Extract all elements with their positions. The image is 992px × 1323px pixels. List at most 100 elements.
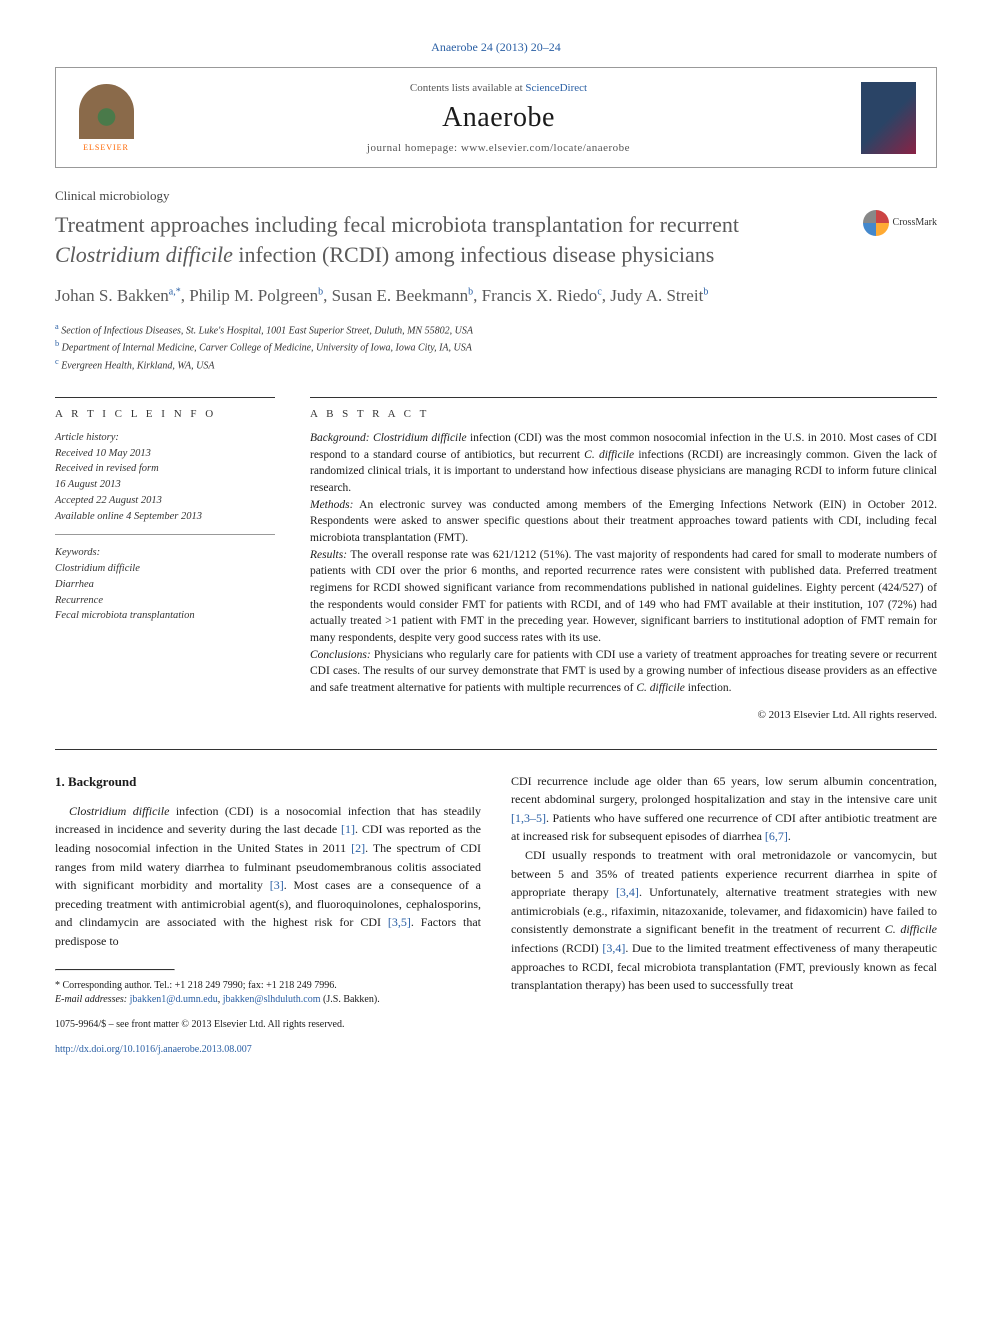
footnote-rule — [55, 969, 175, 971]
citation-ref[interactable]: [6,7] — [765, 829, 788, 843]
crossmark-icon — [863, 210, 889, 236]
doi-link[interactable]: http://dx.doi.org/10.1016/j.anaerobe.201… — [55, 1042, 481, 1058]
author-name: Johan S. Bakken — [55, 286, 169, 305]
history-revised-2: 16 August 2013 — [55, 477, 275, 493]
author-name: Judy A. Streit — [610, 286, 703, 305]
citation-ref[interactable]: [1] — [341, 822, 355, 836]
citation-ref[interactable]: [3,4] — [602, 941, 625, 955]
p1-em: Clostridium difficile — [69, 804, 169, 818]
author-name: Susan E. Beekmann — [332, 286, 468, 305]
keyword: Diarrhea — [55, 577, 275, 593]
title-post: infection (RCDI) among infectious diseas… — [233, 242, 714, 267]
affil-sup: b — [55, 339, 59, 348]
author-name: Francis X. Riedo — [482, 286, 598, 305]
elsevier-tree-icon — [79, 84, 134, 139]
section-tag: Clinical microbiology — [55, 188, 937, 204]
contents-line: Contents lists available at ScienceDirec… — [156, 82, 841, 94]
title-em: Clostridium difficile — [55, 242, 233, 267]
keyword: Recurrence — [55, 593, 275, 609]
author-sup: b — [703, 287, 708, 298]
crossmark-badge[interactable]: CrossMark — [863, 210, 937, 236]
email-post: (J.S. Bakken). — [321, 994, 380, 1005]
keywords-label: Keywords: — [55, 545, 275, 561]
abstract-col: A B S T R A C T Background: Clostridium … — [310, 397, 937, 721]
author-sup: b — [468, 287, 473, 298]
email-line: E-mail addresses: jbakken1@d.umn.edu, jb… — [55, 993, 481, 1007]
journal-header: ELSEVIER Contents lists available at Sci… — [55, 67, 937, 168]
p2-b: . Patients who have suffered one recurre… — [511, 811, 937, 844]
citation-ref[interactable]: [2] — [351, 841, 365, 855]
p2-c: . — [788, 829, 791, 843]
affil-sup: a — [55, 322, 59, 331]
author: Philip M. Polgreenb — [189, 286, 323, 305]
affiliation: c Evergreen Health, Kirkland, WA, USA — [55, 356, 937, 373]
abstract-heading: A B S T R A C T — [310, 397, 937, 420]
body-col-left: 1. Background Clostridium difficile infe… — [55, 772, 481, 1058]
publisher-name: ELSEVIER — [83, 143, 129, 152]
author: Johan S. Bakkena,* — [55, 286, 181, 305]
citation-ref[interactable]: [3,5] — [388, 915, 411, 929]
keywords-block: Keywords: Clostridium difficile Diarrhea… — [55, 545, 275, 624]
author: Susan E. Beekmannb — [332, 286, 473, 305]
info-heading: A R T I C L E I N F O — [55, 397, 275, 420]
citation-line: Anaerobe 24 (2013) 20–24 — [55, 40, 937, 55]
history-online: Available online 4 September 2013 — [55, 509, 275, 525]
affil-text: Department of Internal Medicine, Carver … — [62, 343, 472, 354]
citation-ref[interactable]: [1,3–5] — [511, 811, 546, 825]
journal-cover-thumb — [861, 82, 916, 154]
homepage-url[interactable]: www.elsevier.com/locate/anaerobe — [461, 142, 630, 154]
authors-line: Johan S. Bakkena,*, Philip M. Polgreenb,… — [55, 283, 937, 309]
affiliations: a Section of Infectious Diseases, St. Lu… — [55, 321, 937, 373]
author-name: Philip M. Polgreen — [189, 286, 318, 305]
corresponding-footnote: * Corresponding author. Tel.: +1 218 249… — [55, 979, 481, 1007]
keyword: Fecal microbiota transplantation — [55, 608, 275, 624]
affil-text: Section of Infectious Diseases, St. Luke… — [61, 325, 473, 336]
homepage-prefix: journal homepage: — [367, 142, 461, 154]
copyright: © 2013 Elsevier Ltd. All rights reserved… — [310, 709, 937, 721]
author: Judy A. Streitb — [610, 286, 708, 305]
crossmark-label: CrossMark — [893, 216, 937, 230]
affiliation: b Department of Internal Medicine, Carve… — [55, 338, 937, 355]
email-label: E-mail addresses: — [55, 994, 130, 1005]
keyword: Clostridium difficile — [55, 561, 275, 577]
history-label: Article history: — [55, 430, 275, 446]
title-pre: Treatment approaches including fecal mic… — [55, 212, 739, 237]
author-sup: b — [318, 287, 323, 298]
abs-em: Clostridium difficile — [370, 432, 467, 444]
author: Francis X. Riedoc — [482, 286, 602, 305]
history-received: Received 10 May 2013 — [55, 446, 275, 462]
affiliation: a Section of Infectious Diseases, St. Lu… — [55, 321, 937, 338]
results-label: Results: — [310, 549, 347, 561]
author-sup: a,* — [169, 287, 181, 298]
header-center: Contents lists available at ScienceDirec… — [156, 82, 841, 154]
author-sup: c — [597, 287, 601, 298]
issn-line: 1075-9964/$ – see front matter © 2013 El… — [55, 1017, 481, 1033]
paragraph: Clostridium difficile infection (CDI) is… — [55, 802, 481, 951]
affil-text: Evergreen Health, Kirkland, WA, USA — [61, 360, 214, 371]
homepage-line: journal homepage: www.elsevier.com/locat… — [156, 142, 841, 154]
p3-em: C. difficile — [885, 922, 937, 936]
article-info: A R T I C L E I N F O Article history: R… — [55, 397, 275, 721]
history-accepted: Accepted 22 August 2013 — [55, 493, 275, 509]
abstract-body: Background: Clostridium difficile infect… — [310, 430, 937, 697]
divider — [55, 534, 275, 535]
conclusions-label: Conclusions: — [310, 649, 371, 661]
sciencedirect-link[interactable]: ScienceDirect — [525, 82, 587, 94]
paragraph: CDI usually responds to treatment with o… — [511, 846, 937, 995]
methods-label: Methods: — [310, 499, 353, 511]
journal-name: Anaerobe — [156, 102, 841, 134]
body-columns: 1. Background Clostridium difficile infe… — [55, 749, 937, 1058]
conclusions-text: Physicians who regularly care for patien… — [310, 649, 937, 694]
citation-ref[interactable]: [3,4] — [616, 885, 639, 899]
results-text: The overall response rate was 621/1212 (… — [310, 549, 937, 644]
p2-a: CDI recurrence include age older than 65… — [511, 774, 937, 807]
history-revised-1: Received in revised form — [55, 461, 275, 477]
body-col-right: CDI recurrence include age older than 65… — [511, 772, 937, 1058]
email-link[interactable]: jbakken@slhduluth.com — [223, 994, 321, 1005]
citation-ref[interactable]: [3] — [270, 878, 284, 892]
bg-label: Background: — [310, 432, 370, 444]
info-abstract-row: A R T I C L E I N F O Article history: R… — [55, 397, 937, 721]
email-link[interactable]: jbakken1@d.umn.edu — [130, 994, 218, 1005]
section-heading: 1. Background — [55, 772, 481, 792]
paragraph: CDI recurrence include age older than 65… — [511, 772, 937, 846]
